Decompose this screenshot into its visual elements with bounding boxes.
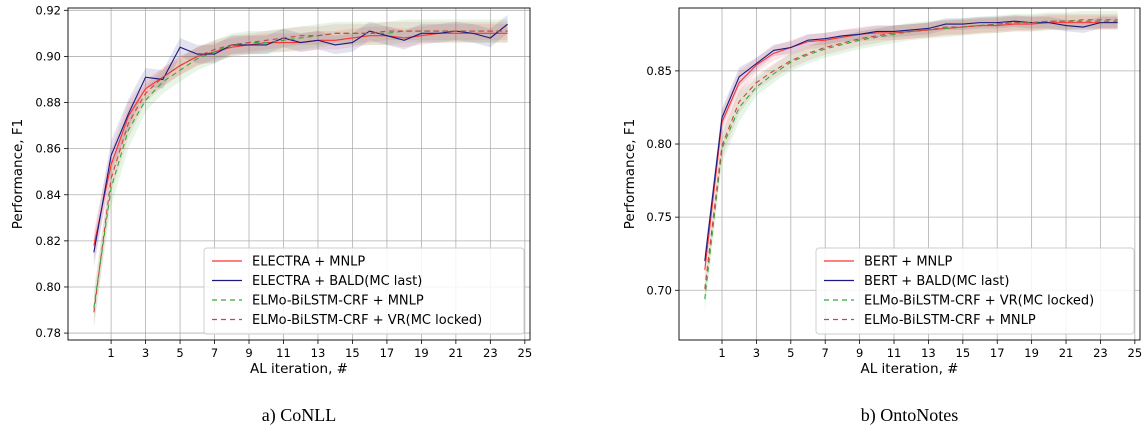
legend-entry: ELMo-BiLSTM-CRF + MNLP <box>252 294 424 309</box>
legend: ELECTRA + MNLP ELECTRA + BALD(MC last) ELM… <box>203 247 525 335</box>
x-axis-label: AL iteration, # <box>250 361 348 377</box>
x-tick-label: 19 <box>1024 346 1039 360</box>
y-tick-label: 0.82 <box>35 234 61 248</box>
legend-box <box>203 247 525 335</box>
x-tick-label: 13 <box>921 346 936 360</box>
chart-caption: b) OntoNotes <box>861 405 959 426</box>
series-band-2 <box>704 15 1118 271</box>
y-tick-label: 0.85 <box>646 64 672 78</box>
legend-entry: ELMo-BiLSTM-CRF + VR(MC locked) <box>252 313 482 328</box>
y-tick-label: 0.92 <box>35 3 61 17</box>
series-line-4 <box>704 20 1118 289</box>
y-tick-label: 0.80 <box>35 280 61 294</box>
legend-entry: ELMo-BiLSTM-CRF + VR(MC locked) <box>864 294 1094 309</box>
plot-area <box>93 14 508 328</box>
y-tick-label: 0.75 <box>646 210 672 224</box>
legend-box <box>815 247 1135 335</box>
x-tick-label: 19 <box>414 346 429 360</box>
x-tick-label: 7 <box>822 346 829 360</box>
x-tick-label: 15 <box>345 346 360 360</box>
series-line-2 <box>704 20 1118 262</box>
legend-entry: BERT + MNLP <box>864 255 953 270</box>
x-tick-label: 9 <box>245 346 252 360</box>
x-tick-label: 7 <box>211 346 218 360</box>
x-tick-label: 3 <box>753 346 760 360</box>
chart-panel-1: 1 3 5 7 9 11 13 15 17 19 21 23 250.780.800.820.840.8… <box>10 3 532 426</box>
y-tick-label: 0.90 <box>35 49 61 63</box>
series-band-2 <box>93 14 508 268</box>
x-tick-label: 9 <box>856 346 863 360</box>
chart-caption: a) CoNLL <box>262 405 336 426</box>
axes-frame <box>67 7 531 341</box>
x-tick-label: 5 <box>787 346 794 360</box>
y-axis-label: Performance, F1 <box>10 119 26 230</box>
axes-frame <box>678 7 1141 341</box>
legend-entry: BERT + BALD(MC last) <box>864 274 1009 289</box>
x-tick-label: 1 <box>107 346 114 360</box>
y-tick-label: 0.84 <box>35 188 61 202</box>
x-tick-label: 11 <box>887 346 902 360</box>
x-tick-label: 11 <box>276 346 291 360</box>
x-tick-label: 15 <box>956 346 971 360</box>
series-line-2 <box>93 23 508 253</box>
x-tick-label: 17 <box>990 346 1005 360</box>
chart-panel-2: 1 3 5 7 9 11 13 15 17 19 21 23 250.700.750.800.85AL … <box>622 7 1143 426</box>
y-tick-label: 0.86 <box>35 142 61 156</box>
x-tick-label: 5 <box>176 346 183 360</box>
x-tick-label: 21 <box>1059 346 1074 360</box>
y-tick-label: 0.80 <box>646 137 672 151</box>
y-tick-label: 0.70 <box>646 283 672 297</box>
x-tick-label: 25 <box>518 346 533 360</box>
legend: BERT + MNLP BERT + BALD(MC last) ELMo-BiLS… <box>815 247 1135 335</box>
x-tick-label: 23 <box>483 346 498 360</box>
legend-entry: ELECTRA + MNLP <box>252 255 365 270</box>
plot-area <box>704 10 1118 314</box>
series-line-3 <box>93 30 508 308</box>
y-tick-label: 0.78 <box>35 326 61 340</box>
x-tick-label: 3 <box>142 346 149 360</box>
x-tick-label: 13 <box>311 346 326 360</box>
x-axis-label: AL iteration, # <box>861 361 959 377</box>
x-tick-label: 23 <box>1093 346 1108 360</box>
y-axis-label: Performance, F1 <box>622 119 638 230</box>
series-line-4 <box>93 30 508 313</box>
x-tick-label: 21 <box>449 346 464 360</box>
legend-entry: ELECTRA + BALD(MC last) <box>252 274 422 289</box>
series-line-1 <box>93 32 508 246</box>
x-tick-label: 17 <box>380 346 395 360</box>
y-tick-label: 0.88 <box>35 96 61 110</box>
x-tick-label: 25 <box>1128 346 1143 360</box>
x-tick-label: 1 <box>718 346 725 360</box>
legend-entry: ELMo-BiLSTM-CRF + MNLP <box>864 313 1036 328</box>
series-band-1 <box>93 24 508 261</box>
